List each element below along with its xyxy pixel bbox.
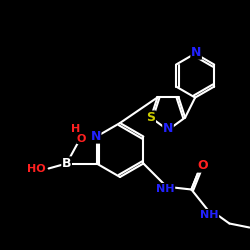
Text: S: S [146,111,156,124]
Text: O: O [77,134,86,143]
Text: O: O [197,159,208,172]
Text: H: H [71,124,80,134]
Text: NH: NH [156,184,175,194]
Text: HO: HO [27,164,46,173]
Text: N: N [163,122,173,136]
Text: N: N [191,46,201,59]
Text: NH: NH [200,210,219,220]
Text: N: N [90,130,101,143]
Text: B: B [62,157,71,170]
